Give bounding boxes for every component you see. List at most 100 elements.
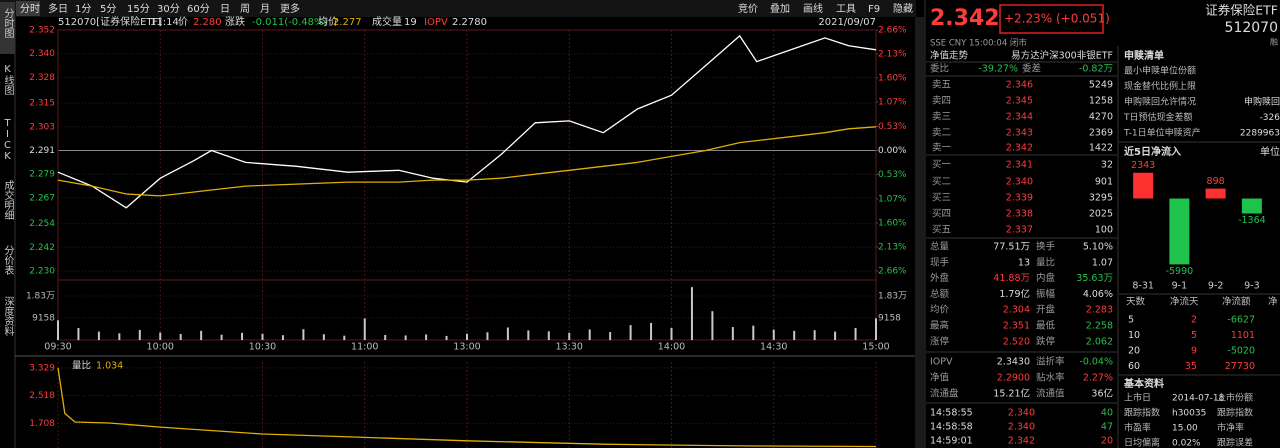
y2-tick-label: 2.66% [878, 267, 907, 277]
info-field: -0.011(-0.48%) [252, 17, 328, 28]
volume-bar [425, 334, 428, 340]
y2-tick-label: 0.00% [878, 146, 907, 156]
y2-tick-label: 2.13% [878, 242, 907, 252]
data-label: -1364 [1238, 215, 1266, 226]
info-field: IOPV [424, 17, 448, 28]
info-field: 2.280 [193, 17, 222, 28]
change-box [999, 4, 1104, 34]
series-line [57, 34, 877, 209]
book-level: 买四 [932, 209, 951, 220]
tool-button[interactable]: 画线 [803, 2, 823, 15]
market-meta: SSE CNY 15:00:04 闭市 [930, 38, 1027, 49]
info-value: 15.00 [1172, 424, 1198, 434]
trade-volume: 40 [1101, 408, 1113, 419]
flow-bar [1169, 198, 1190, 265]
price-change: +2.23% (+0.051) [1004, 12, 1110, 26]
indicator-label: 量比 [72, 360, 91, 372]
stat-value: 4.06% [1083, 289, 1113, 300]
y-tick-label: 2.518 [29, 391, 55, 401]
scrollbar[interactable] [915, 17, 924, 448]
x-tick-label: 10:30 [249, 342, 276, 353]
period-tab[interactable]: 1分 [75, 3, 91, 15]
book-price: 2.337 [1006, 225, 1033, 236]
period-tab[interactable]: 分时 [20, 3, 40, 15]
etf-value: 2.2900 [997, 373, 1030, 384]
margin-tag: 融 [1270, 37, 1278, 47]
x-tick-label: 09:30 [44, 342, 71, 353]
tool-button[interactable]: 叠加 [770, 3, 790, 15]
x-tick-label: 9-3 [1244, 281, 1260, 292]
table-cell: 60 [1128, 361, 1140, 372]
y-tick-label: 2.291 [29, 146, 55, 156]
book-level: 卖三 [932, 112, 951, 123]
info-label: 日均偏离 [1124, 437, 1160, 448]
volume-bar [506, 327, 509, 340]
volume-bar [650, 322, 653, 340]
period-tab[interactable]: 30分 [157, 3, 180, 15]
book-volume: 2025 [1089, 209, 1113, 220]
period-tab[interactable]: 15分 [127, 3, 150, 15]
book-volume: 1258 [1089, 96, 1113, 107]
side-tab[interactable]: K线图 [2, 64, 14, 96]
volume-bar [875, 318, 877, 340]
tool-button[interactable]: 隐藏 [893, 3, 913, 15]
volume-bar [752, 325, 755, 340]
period-tab[interactable]: 60分 [187, 3, 210, 15]
item-label: T日预估现金差额 [1123, 111, 1193, 123]
y-tick-label: 1.83万 [26, 292, 55, 302]
tool-button[interactable]: 竞价 [738, 2, 758, 15]
info-field: 2.2780 [452, 17, 487, 28]
info-field: 11:14 [150, 17, 179, 28]
series-line [57, 126, 877, 197]
x-tick-label: 9-1 [1172, 281, 1188, 292]
stat-value: 2.283 [1086, 305, 1113, 316]
period-tab[interactable]: 更多 [280, 2, 300, 15]
item-label: 最小申赎单位份额 [1124, 65, 1196, 77]
volume-bar [834, 331, 837, 340]
period-tab[interactable]: 月 [260, 3, 270, 15]
side-tab[interactable]: 成交明细 [2, 180, 14, 220]
indicator-value: 1.034 [96, 361, 123, 372]
table-cell: 9 [1191, 346, 1197, 357]
volume-bar [138, 329, 141, 340]
volume-bar [527, 330, 530, 340]
book-price: 2.340 [1006, 177, 1033, 188]
volume-bar [588, 329, 591, 340]
x-tick-label: 14:30 [760, 342, 787, 353]
stat-value: 2.520 [1003, 336, 1030, 347]
book-price: 2.339 [1006, 193, 1033, 204]
tool-button[interactable]: F9 [868, 4, 880, 15]
period-tab[interactable]: 日 [220, 4, 230, 15]
trade-volume: 20 [1101, 436, 1113, 447]
info-label: 市净率 [1217, 422, 1244, 434]
side-tab[interactable]: TICK [2, 118, 13, 162]
x-tick-label: 13:00 [453, 342, 480, 353]
y2-tick-label: 9158 [878, 314, 901, 324]
x-tick-label: 13:30 [556, 342, 583, 353]
etf-value: 2.3430 [997, 357, 1030, 368]
book-volume: 100 [1095, 225, 1113, 236]
side-tab[interactable]: 分时图 [2, 8, 14, 39]
info-label: 跟踪指数 [1217, 407, 1253, 419]
book-price: 2.345 [1006, 96, 1033, 107]
period-tab[interactable]: 周 [240, 3, 250, 15]
stat-label: 量比 [1036, 256, 1055, 268]
period-tab[interactable]: 5分 [100, 3, 116, 15]
nav-link[interactable]: 净值走势 [930, 50, 969, 62]
book-price: 2.338 [1006, 209, 1033, 220]
quote-value: -0.82万 [1079, 64, 1113, 75]
stat-value: 1.79亿 [999, 288, 1030, 300]
book-volume: 1422 [1089, 143, 1113, 154]
tool-button[interactable]: 工具 [836, 3, 856, 15]
info-value: h30035 [1172, 409, 1206, 419]
book-level: 卖五 [932, 80, 951, 91]
etf-value: 36亿 [1091, 388, 1113, 400]
book-level: 卖四 [932, 96, 951, 107]
y-tick-label: 2.279 [29, 170, 55, 180]
side-tab[interactable]: 深度资料 [2, 296, 14, 337]
item-value: -326 [1260, 113, 1280, 123]
period-tab[interactable]: 多日 [48, 2, 68, 15]
stat-label: 总额 [930, 288, 950, 300]
side-tab[interactable]: 分价表 [2, 245, 14, 276]
volume-bar [445, 335, 448, 340]
